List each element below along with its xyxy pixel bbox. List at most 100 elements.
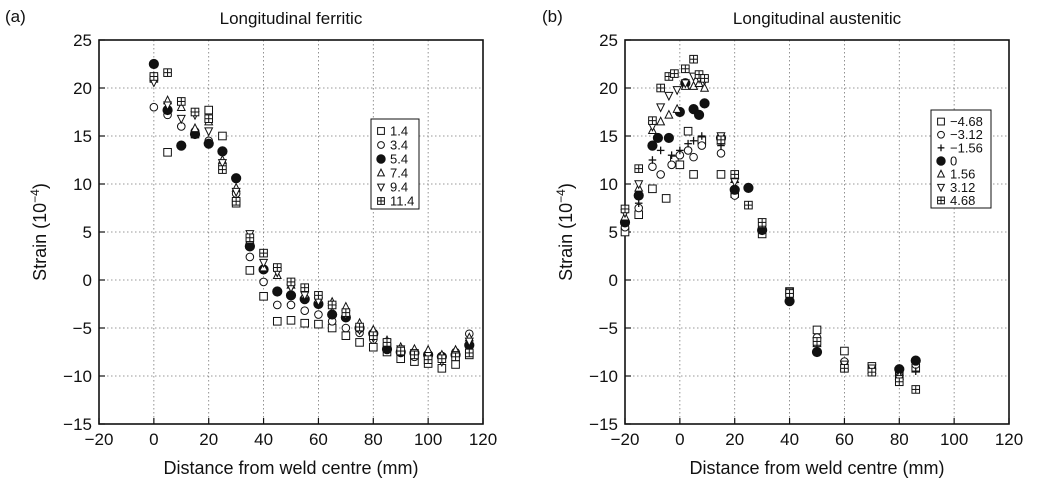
data-point (272, 286, 283, 297)
data-point (464, 337, 474, 347)
y-tick-label: 0 (609, 271, 618, 290)
data-point (647, 140, 658, 151)
x-tick-label: 100 (940, 430, 968, 449)
data-point (716, 148, 726, 158)
y-axis-label-exponent: −4 (554, 189, 568, 203)
data-point (218, 165, 227, 174)
series-0 (620, 126, 921, 381)
legend-marker (376, 183, 386, 193)
data-point (355, 322, 364, 332)
data-point (911, 367, 920, 375)
legend-label: 5.4 (390, 152, 408, 167)
y-axis-label-main: Strain (10 (30, 203, 50, 281)
y-tick-label: 25 (73, 31, 92, 50)
y-tick-label: −15 (589, 415, 618, 434)
series-6 (620, 54, 921, 394)
series-5 (149, 68, 474, 364)
x-axis-label: Distance from weld centre (mm) (689, 458, 944, 478)
legend-label: 3.12 (950, 180, 975, 195)
data-point (396, 346, 406, 356)
y-tick-label: 20 (599, 79, 618, 98)
x-axis-label: Distance from weld centre (mm) (163, 458, 418, 478)
data-point (327, 300, 337, 310)
data-point (245, 233, 255, 243)
data-point (286, 277, 296, 287)
data-point (423, 355, 433, 364)
data-point (217, 146, 228, 157)
x-tick-label: 60 (309, 430, 328, 449)
legend-label: −3.12 (950, 127, 983, 142)
data-point (314, 291, 323, 300)
data-point (675, 160, 685, 170)
y-tick-label: −5 (73, 319, 92, 338)
legend-label: 9.4 (390, 180, 408, 195)
data-point (757, 218, 767, 227)
data-point (300, 291, 310, 301)
legend-marker (937, 117, 945, 126)
data-point (300, 318, 310, 328)
panel-a: (a) Longitudinal ferritic−20 0 20 40 60 80 100 1… (5, 7, 497, 478)
data-point (258, 258, 269, 269)
series-3 (619, 78, 921, 375)
y-axis-label-close: ) (556, 183, 576, 189)
data-point (163, 68, 172, 77)
data-point (286, 300, 296, 310)
legend-label: 1.4 (390, 124, 408, 139)
data-point (176, 101, 186, 111)
data-point (672, 103, 682, 113)
data-point (699, 98, 710, 109)
x-tick-label: 100 (414, 430, 442, 449)
data-point (162, 101, 173, 111)
y-tick-label: 10 (599, 175, 618, 194)
data-point (341, 331, 351, 340)
data-point (148, 58, 159, 70)
legend-label: 3.4 (390, 138, 408, 153)
y-tick-label: 25 (599, 31, 618, 50)
x-tick-label: 20 (725, 430, 744, 449)
data-point (355, 338, 364, 347)
legend-marker (937, 144, 945, 152)
x-tick-label: 20 (199, 430, 218, 449)
data-point (656, 146, 665, 155)
data-point (300, 306, 310, 316)
data-point (716, 170, 726, 179)
data-point (204, 105, 214, 115)
panel-label: (a) (5, 7, 26, 26)
data-point (744, 200, 753, 210)
x-tick-label: 0 (675, 430, 684, 449)
y-tick-label: 15 (599, 127, 618, 146)
data-point (681, 64, 690, 74)
y-axis-label: Strain (10−4) (554, 183, 576, 281)
data-point (667, 151, 676, 159)
data-point (410, 350, 419, 360)
y-axis-label-main: Strain (10 (556, 203, 576, 281)
legend-marker (937, 196, 945, 205)
y-tick-label: 15 (73, 127, 92, 146)
data-point (656, 116, 666, 126)
x-tick-label: 120 (469, 430, 497, 449)
data-point (689, 170, 698, 179)
data-point (368, 331, 378, 340)
data-point (689, 54, 698, 64)
series-2 (621, 132, 920, 382)
data-point (204, 114, 214, 124)
legend-marker (936, 156, 946, 166)
grid (99, 40, 483, 424)
data-point (910, 355, 921, 366)
data-point (676, 146, 684, 155)
series-1 (620, 141, 921, 377)
data-point (663, 132, 674, 144)
data-point (176, 140, 187, 151)
y-tick-label: 0 (83, 271, 92, 290)
legend-marker (377, 197, 385, 205)
x-tick-label: 60 (835, 430, 854, 449)
data-point (683, 146, 693, 155)
data-points (619, 54, 921, 394)
x-tick-label: 40 (254, 430, 273, 449)
data-point (730, 178, 740, 188)
y-tick-label: 5 (609, 223, 618, 242)
data-point (683, 126, 693, 136)
data-point (272, 300, 282, 310)
data-point (664, 109, 674, 119)
data-point (648, 116, 657, 125)
